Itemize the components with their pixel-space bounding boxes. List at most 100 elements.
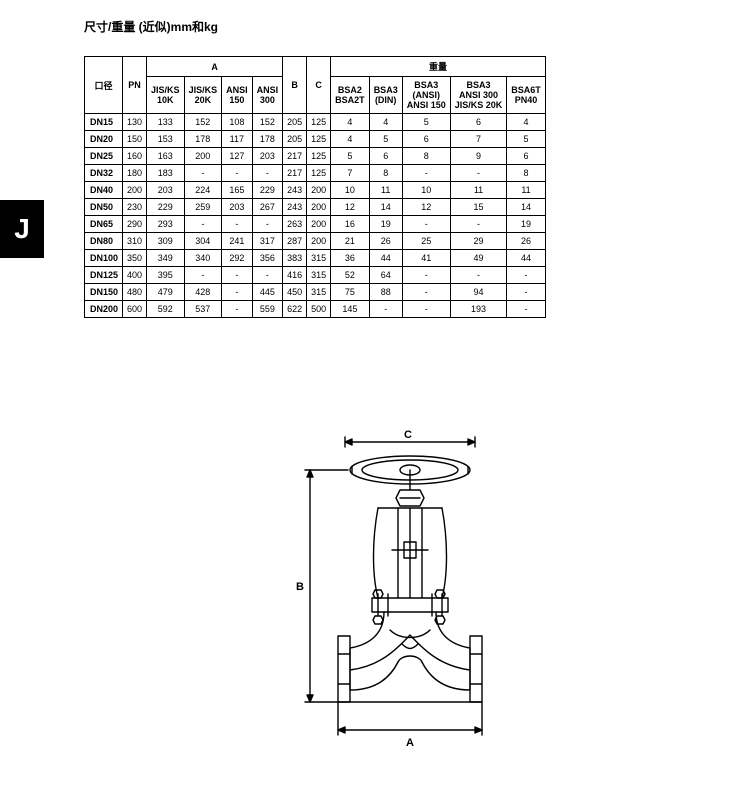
cell: - xyxy=(184,267,222,284)
cell: - xyxy=(369,301,402,318)
cell: - xyxy=(507,267,546,284)
cell: 14 xyxy=(507,199,546,216)
cell: 480 xyxy=(123,284,147,301)
cell: 6 xyxy=(450,114,507,131)
cell: 200 xyxy=(307,182,331,199)
cell: 26 xyxy=(507,233,546,250)
cell: 315 xyxy=(307,267,331,284)
cell: 200 xyxy=(307,216,331,233)
cell: 224 xyxy=(184,182,222,199)
cell: 293 xyxy=(147,216,185,233)
cell: 200 xyxy=(123,182,147,199)
cell: 125 xyxy=(307,148,331,165)
table-row: DN200600592537-559622500145--193- xyxy=(85,301,546,318)
cell: 4 xyxy=(331,114,370,131)
table-row: DN150480479428-4454503157588-94- xyxy=(85,284,546,301)
cell: 14 xyxy=(369,199,402,216)
cell: 395 xyxy=(147,267,185,284)
cell: 44 xyxy=(507,250,546,267)
cell: 350 xyxy=(123,250,147,267)
cell: 203 xyxy=(252,148,283,165)
cell: 4 xyxy=(507,114,546,131)
group-A: A xyxy=(147,57,283,77)
cell: 160 xyxy=(123,148,147,165)
cell: 180 xyxy=(123,165,147,182)
col-caliber: 口径 xyxy=(85,57,123,114)
row-head: DN20 xyxy=(85,131,123,148)
cell: 315 xyxy=(307,250,331,267)
col-bsa3ansi300: BSA3ANSI 300JIS/KS 20K xyxy=(450,77,507,114)
cell: 10 xyxy=(402,182,450,199)
cell: 241 xyxy=(222,233,253,250)
table-row: DN1003503493402923563833153644414944 xyxy=(85,250,546,267)
cell: 203 xyxy=(147,182,185,199)
cell: 133 xyxy=(147,114,185,131)
cell: 243 xyxy=(283,182,307,199)
cell: 205 xyxy=(283,114,307,131)
table-row: DN803103093042413172872002126252926 xyxy=(85,233,546,250)
cell: 450 xyxy=(283,284,307,301)
cell: - xyxy=(402,216,450,233)
row-head: DN150 xyxy=(85,284,123,301)
cell: 150 xyxy=(123,131,147,148)
cell: 292 xyxy=(222,250,253,267)
cell: 304 xyxy=(184,233,222,250)
cell: 44 xyxy=(369,250,402,267)
cell: 26 xyxy=(369,233,402,250)
col-bsa6t: BSA6TPN40 xyxy=(507,77,546,114)
cell: 75 xyxy=(331,284,370,301)
table-row: DN502302292592032672432001214121514 xyxy=(85,199,546,216)
cell: 400 xyxy=(123,267,147,284)
cell: 259 xyxy=(184,199,222,216)
cell: 12 xyxy=(331,199,370,216)
cell: - xyxy=(507,301,546,318)
cell: 15 xyxy=(450,199,507,216)
cell: 5 xyxy=(331,148,370,165)
cell: 229 xyxy=(147,199,185,216)
cell: 4 xyxy=(369,114,402,131)
cell: - xyxy=(222,165,253,182)
cell: 49 xyxy=(450,250,507,267)
cell: - xyxy=(222,267,253,284)
cell: - xyxy=(507,284,546,301)
table-row: DN402002032241652292432001011101111 xyxy=(85,182,546,199)
dimensions-table: 口径 PN A B C 重量 JIS/KS10K JIS/KS20K ANSI1… xyxy=(84,56,546,318)
cell: 203 xyxy=(222,199,253,216)
cell: 165 xyxy=(222,182,253,199)
cell: 315 xyxy=(307,284,331,301)
cell: 229 xyxy=(252,182,283,199)
cell: 6 xyxy=(507,148,546,165)
table-row: DN65290293---2632001619--19 xyxy=(85,216,546,233)
col-bsa3ansi: BSA3(ANSI)ANSI 150 xyxy=(402,77,450,114)
col-bsa3din: BSA3(DIN) xyxy=(369,77,402,114)
cell: 11 xyxy=(450,182,507,199)
cell: - xyxy=(252,165,283,182)
cell: 5 xyxy=(402,114,450,131)
cell: 383 xyxy=(283,250,307,267)
cell: - xyxy=(402,267,450,284)
cell: 108 xyxy=(222,114,253,131)
col-ansi300: ANSI300 xyxy=(252,77,283,114)
row-head: DN40 xyxy=(85,182,123,199)
diagram-label-A: A xyxy=(406,737,414,749)
cell: 309 xyxy=(147,233,185,250)
col-pn: PN xyxy=(123,57,147,114)
cell: 243 xyxy=(283,199,307,216)
row-head: DN25 xyxy=(85,148,123,165)
cell: 200 xyxy=(307,199,331,216)
cell: 64 xyxy=(369,267,402,284)
cell: 310 xyxy=(123,233,147,250)
cell: 127 xyxy=(222,148,253,165)
col-jisks20k: JIS/KS20K xyxy=(184,77,222,114)
cell: 600 xyxy=(123,301,147,318)
cell: 416 xyxy=(283,267,307,284)
cell: 559 xyxy=(252,301,283,318)
cell: 592 xyxy=(147,301,185,318)
table-row: DN125400395---4163155264--- xyxy=(85,267,546,284)
cell: 445 xyxy=(252,284,283,301)
cell: 7 xyxy=(450,131,507,148)
cell: 537 xyxy=(184,301,222,318)
row-head: DN125 xyxy=(85,267,123,284)
cell: 287 xyxy=(283,233,307,250)
cell: 230 xyxy=(123,199,147,216)
